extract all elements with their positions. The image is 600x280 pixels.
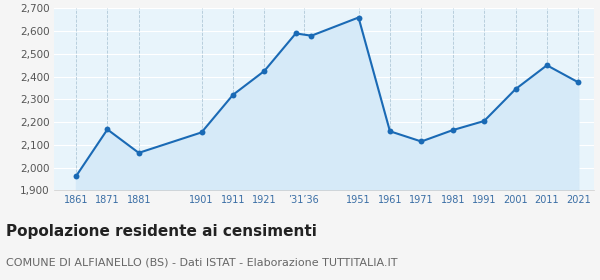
Text: Popolazione residente ai censimenti: Popolazione residente ai censimenti	[6, 224, 317, 239]
Point	[448, 128, 458, 132]
Point	[307, 34, 316, 38]
Point	[542, 63, 552, 67]
Point	[416, 139, 426, 144]
Text: COMUNE DI ALFIANELLO (BS) - Dati ISTAT - Elaborazione TUTTITALIA.IT: COMUNE DI ALFIANELLO (BS) - Dati ISTAT -…	[6, 258, 398, 268]
Point	[354, 15, 364, 20]
Point	[511, 87, 520, 91]
Point	[260, 69, 269, 73]
Point	[197, 130, 206, 135]
Point	[479, 119, 489, 123]
Point	[574, 80, 583, 85]
Point	[228, 93, 238, 97]
Point	[134, 151, 143, 155]
Point	[71, 174, 81, 179]
Point	[103, 127, 112, 132]
Point	[291, 31, 301, 36]
Point	[385, 129, 395, 134]
